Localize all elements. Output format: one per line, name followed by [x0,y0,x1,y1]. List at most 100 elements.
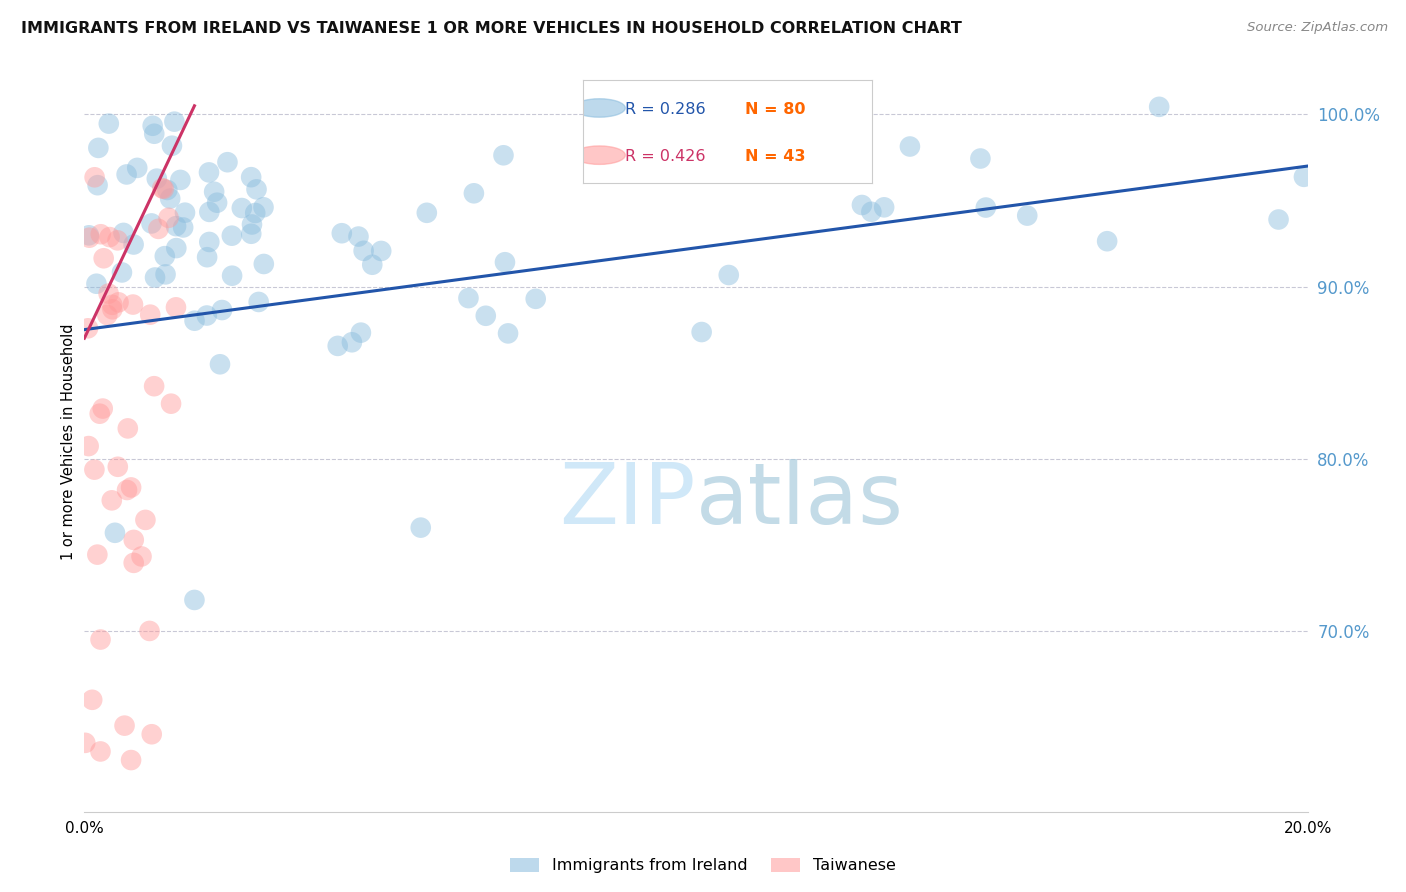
Point [253,257,276,271]
Text: IMMIGRANTS FROM IRELAND VS TAIWANESE 1 OR MORE VEHICLES IN HOUSEHOLD CORRELATION: IMMIGRANTS FROM IRELAND VS TAIWANESE 1 O… [21,21,962,37]
Point [340,335,363,350]
Point [86,548,108,562]
Point [101,298,124,312]
Point [198,205,221,219]
Circle shape [574,99,626,117]
Point [494,255,516,269]
Point [1017,209,1039,223]
Point [131,549,153,564]
Point [211,303,233,318]
Point [240,170,263,185]
Legend: Immigrants from Ireland, Taiwanese: Immigrants from Ireland, Taiwanese [503,851,903,880]
Point [347,229,370,244]
Point [90,632,112,647]
Point [87,141,110,155]
Point [474,309,496,323]
Point [91,401,114,416]
Point [134,513,156,527]
Point [165,301,187,315]
Point [141,727,163,741]
Point [496,326,519,341]
Point [198,165,221,179]
Point [165,241,187,255]
Point [122,237,145,252]
Point [416,206,439,220]
Point [898,139,921,153]
Point [205,195,228,210]
Point [873,200,896,214]
Point [353,244,375,258]
Point [93,252,115,266]
Point [174,205,197,219]
Point [221,228,243,243]
Point [231,201,253,215]
Point [240,227,263,241]
Point [165,219,187,234]
Point [153,249,176,263]
Point [183,593,205,607]
Point [79,230,101,244]
Point [370,244,392,258]
Point [146,171,169,186]
Point [361,258,384,272]
Point [409,521,432,535]
Point [112,226,135,240]
Point [114,718,136,732]
Point [117,421,139,435]
Point [1292,169,1315,184]
Point [89,744,111,758]
Point [96,308,118,322]
Point [142,119,165,133]
Point [122,533,145,547]
Point [86,277,108,291]
Point [143,270,166,285]
Point [139,308,162,322]
Point [208,357,231,371]
Point [156,183,179,197]
Point [90,227,112,242]
Point [97,286,120,301]
Point [115,168,138,182]
Point [104,525,127,540]
Point [77,228,100,243]
Point [86,178,108,193]
Point [138,624,160,638]
Point [98,230,121,244]
Point [97,117,120,131]
Point [143,127,166,141]
Point [252,200,274,214]
Point [111,265,134,279]
Point [163,114,186,128]
Point [143,379,166,393]
Point [860,204,883,219]
Point [851,198,873,212]
Point [155,268,177,282]
Point [148,222,170,236]
Point [457,291,479,305]
Point [101,493,124,508]
Point [152,182,174,196]
Text: ZIP: ZIP [560,459,696,542]
Text: R = 0.286: R = 0.286 [626,102,706,117]
Point [83,170,105,185]
Point [202,185,225,199]
Point [221,268,243,283]
Point [245,182,267,196]
Text: N = 43: N = 43 [745,149,806,164]
Point [107,295,129,310]
Point [160,138,183,153]
Point [77,321,100,335]
Point [198,235,221,249]
Point [240,218,263,232]
Point [1147,100,1170,114]
Point [463,186,485,201]
Point [350,326,373,340]
Point [122,297,145,311]
Point [115,483,138,497]
Point [107,459,129,474]
Point [127,161,149,175]
Point [160,397,183,411]
Point [82,693,104,707]
Point [101,302,124,317]
Point [83,462,105,476]
